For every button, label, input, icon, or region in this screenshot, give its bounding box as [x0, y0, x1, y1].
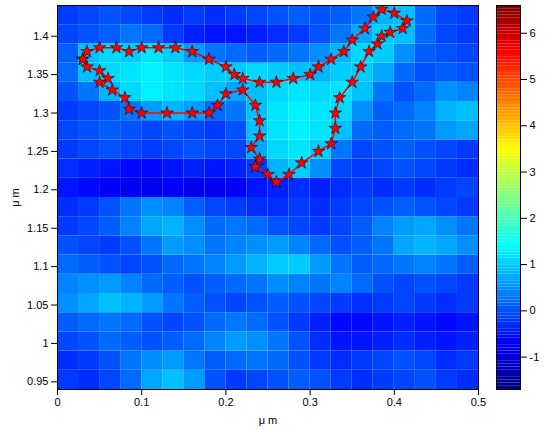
- svg-text:0.2: 0.2: [218, 396, 233, 408]
- svg-text:5: 5: [530, 73, 536, 85]
- svg-text:0.1: 0.1: [134, 396, 149, 408]
- svg-text:1.05: 1.05: [27, 299, 48, 311]
- svg-text:1.25: 1.25: [27, 145, 48, 157]
- svg-text:0: 0: [54, 396, 60, 408]
- svg-text:0: 0: [530, 304, 536, 316]
- svg-text:1.1: 1.1: [33, 260, 48, 272]
- svg-text:μ m: μ m: [9, 188, 21, 207]
- svg-text:1: 1: [530, 258, 536, 270]
- svg-text:1.15: 1.15: [27, 222, 48, 234]
- svg-text:1: 1: [42, 337, 48, 349]
- svg-text:6: 6: [530, 27, 536, 39]
- svg-text:1.4: 1.4: [33, 30, 48, 42]
- svg-text:4: 4: [530, 119, 536, 131]
- svg-text:0.3: 0.3: [302, 396, 317, 408]
- svg-text:-1: -1: [530, 351, 540, 363]
- svg-text:0.4: 0.4: [387, 396, 402, 408]
- svg-text:0.95: 0.95: [27, 375, 48, 387]
- svg-text:0.5: 0.5: [471, 396, 486, 408]
- svg-text:μ m: μ m: [259, 414, 278, 426]
- svg-text:2: 2: [530, 212, 536, 224]
- svg-text:1.35: 1.35: [27, 68, 48, 80]
- svg-text:1.2: 1.2: [33, 183, 48, 195]
- svg-text:3: 3: [530, 166, 536, 178]
- svg-text:1.3: 1.3: [33, 107, 48, 119]
